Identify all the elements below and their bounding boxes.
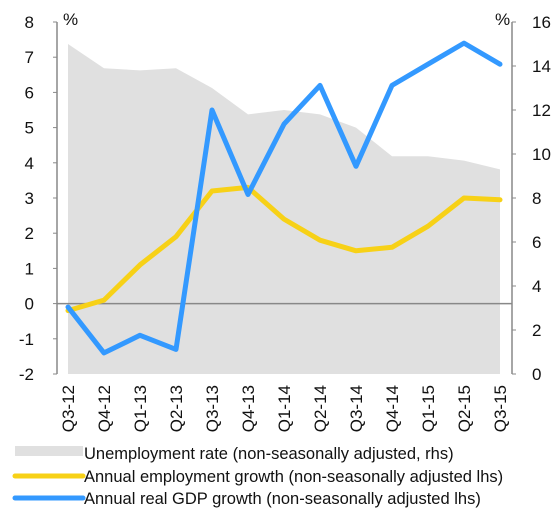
- x-tick-label: Q4-12: [95, 385, 114, 432]
- right-tick-label: 10: [532, 145, 551, 164]
- x-tick-label: Q2-15: [455, 385, 474, 432]
- x-tick-label: Q3-15: [491, 385, 510, 432]
- unemployment-area-layer: [68, 44, 500, 374]
- left-tick-label: 5: [25, 119, 34, 138]
- left-tick-label: -2: [19, 365, 34, 384]
- legend-swatch-unemployment: [15, 446, 83, 456]
- x-tick-label: Q2-14: [311, 385, 330, 432]
- x-tick-label: Q1-14: [275, 385, 294, 432]
- right-axis-unit: %: [495, 10, 510, 29]
- left-tick-label: 0: [25, 295, 34, 314]
- right-tick-label: 8: [532, 189, 541, 208]
- right-tick-label: 12: [532, 101, 551, 120]
- left-tick-label: 4: [25, 154, 34, 173]
- left-tick-label: 6: [25, 83, 34, 102]
- axes-layer: [53, 21, 516, 375]
- left-tick-label: 1: [25, 259, 34, 278]
- left-tick-label: 8: [25, 13, 34, 32]
- left-tick-label: 2: [25, 224, 34, 243]
- right-tick-label: 2: [532, 321, 541, 340]
- x-tick-label: Q3-14: [347, 385, 366, 432]
- left-tick-label: 7: [25, 48, 34, 67]
- right-tick-label: 0: [532, 365, 541, 384]
- left-tick-label: -1: [19, 330, 34, 349]
- legend-label: Annual employment growth (non-seasonally…: [84, 468, 503, 486]
- x-tick-label: Q1-13: [131, 385, 150, 432]
- x-tick-label: Q3-12: [59, 385, 78, 432]
- x-tick-label: Q2-13: [167, 385, 186, 432]
- legend-label: Annual real GDP growth (non-seasonally a…: [84, 490, 481, 508]
- x-tick-label: Q4-13: [239, 385, 258, 432]
- right-tick-label: 16: [532, 13, 551, 32]
- x-tick-label: Q3-13: [203, 385, 222, 432]
- x-tick-label: Q1-15: [419, 385, 438, 432]
- legend-label: Unemployment rate (non-seasonally adjust…: [84, 445, 454, 463]
- right-tick-label: 6: [532, 233, 541, 252]
- right-tick-label: 14: [532, 57, 551, 76]
- gdp-growth-line: [65, 40, 503, 356]
- lines-layer: [65, 40, 503, 356]
- left-tick-label: 3: [25, 189, 34, 208]
- legend: Unemployment rate (non-seasonally adjust…: [12, 445, 503, 508]
- x-tick-label: Q4-14: [383, 385, 402, 432]
- left-axis-unit: %: [63, 10, 78, 29]
- unemployment-area: [68, 44, 500, 374]
- right-tick-label: 4: [532, 277, 541, 296]
- employment-growth-line: [65, 184, 503, 314]
